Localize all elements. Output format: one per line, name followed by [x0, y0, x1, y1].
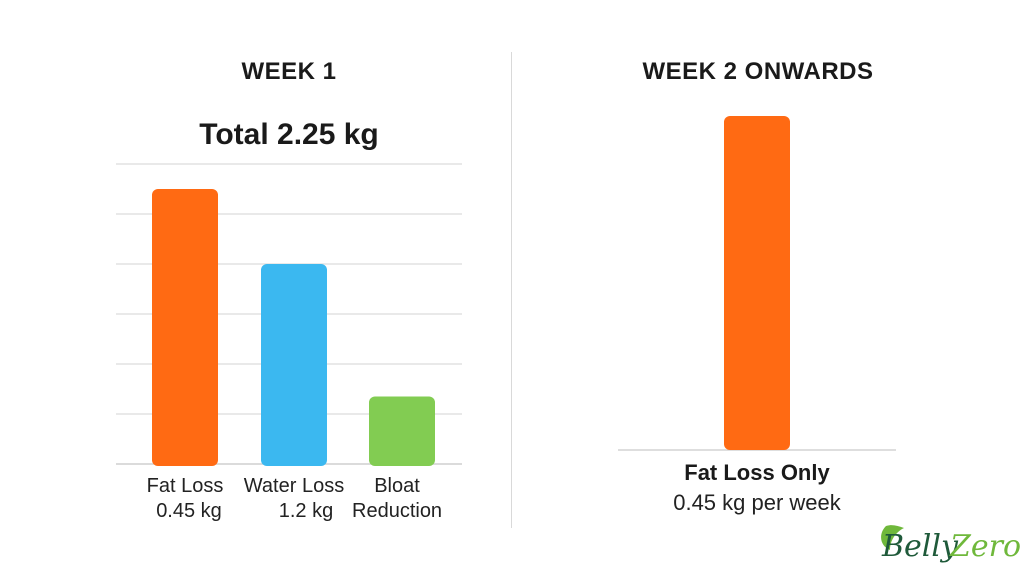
bellyzero-logo-svg: Belly Zero	[881, 525, 1020, 564]
week1-cat-bloat: Bloat Reduction	[352, 475, 443, 522]
bellyzero-logo: Belly Zero	[876, 516, 1020, 572]
week2-cat-name: Fat Loss Only	[684, 460, 830, 485]
week1-cat-fat-loss-value: 0.45 kg	[156, 500, 222, 522]
logo-text-zero: Zero	[949, 529, 1020, 564]
week2-cat-value: 0.45 kg per week	[673, 490, 841, 515]
week1-cat-fat-loss-name: Fat Loss	[146, 475, 224, 497]
week1-title: WEEK 1	[241, 58, 337, 85]
week1-bar-0	[152, 189, 218, 466]
week1-bar-1	[261, 264, 327, 466]
logo-text-belly: Belly	[881, 529, 959, 564]
week1-cat-water-loss-value: 1.2 kg	[278, 500, 334, 522]
week1-bar-2	[369, 396, 435, 466]
week1-cat-water-loss: Water Loss 1.2 kg	[232, 474, 356, 524]
week2-title: WEEK 2 ONWARDS	[642, 58, 874, 85]
panel-divider	[511, 52, 512, 528]
week1-cat-water-loss-name: Water Loss	[243, 475, 345, 497]
logo-leaf-icon	[881, 525, 904, 550]
week1-cat-fat-loss: Fat Loss 0.45 kg	[120, 474, 250, 524]
week1-total: Total 2.25 kg	[199, 118, 379, 151]
week2-bar-0	[724, 116, 790, 450]
